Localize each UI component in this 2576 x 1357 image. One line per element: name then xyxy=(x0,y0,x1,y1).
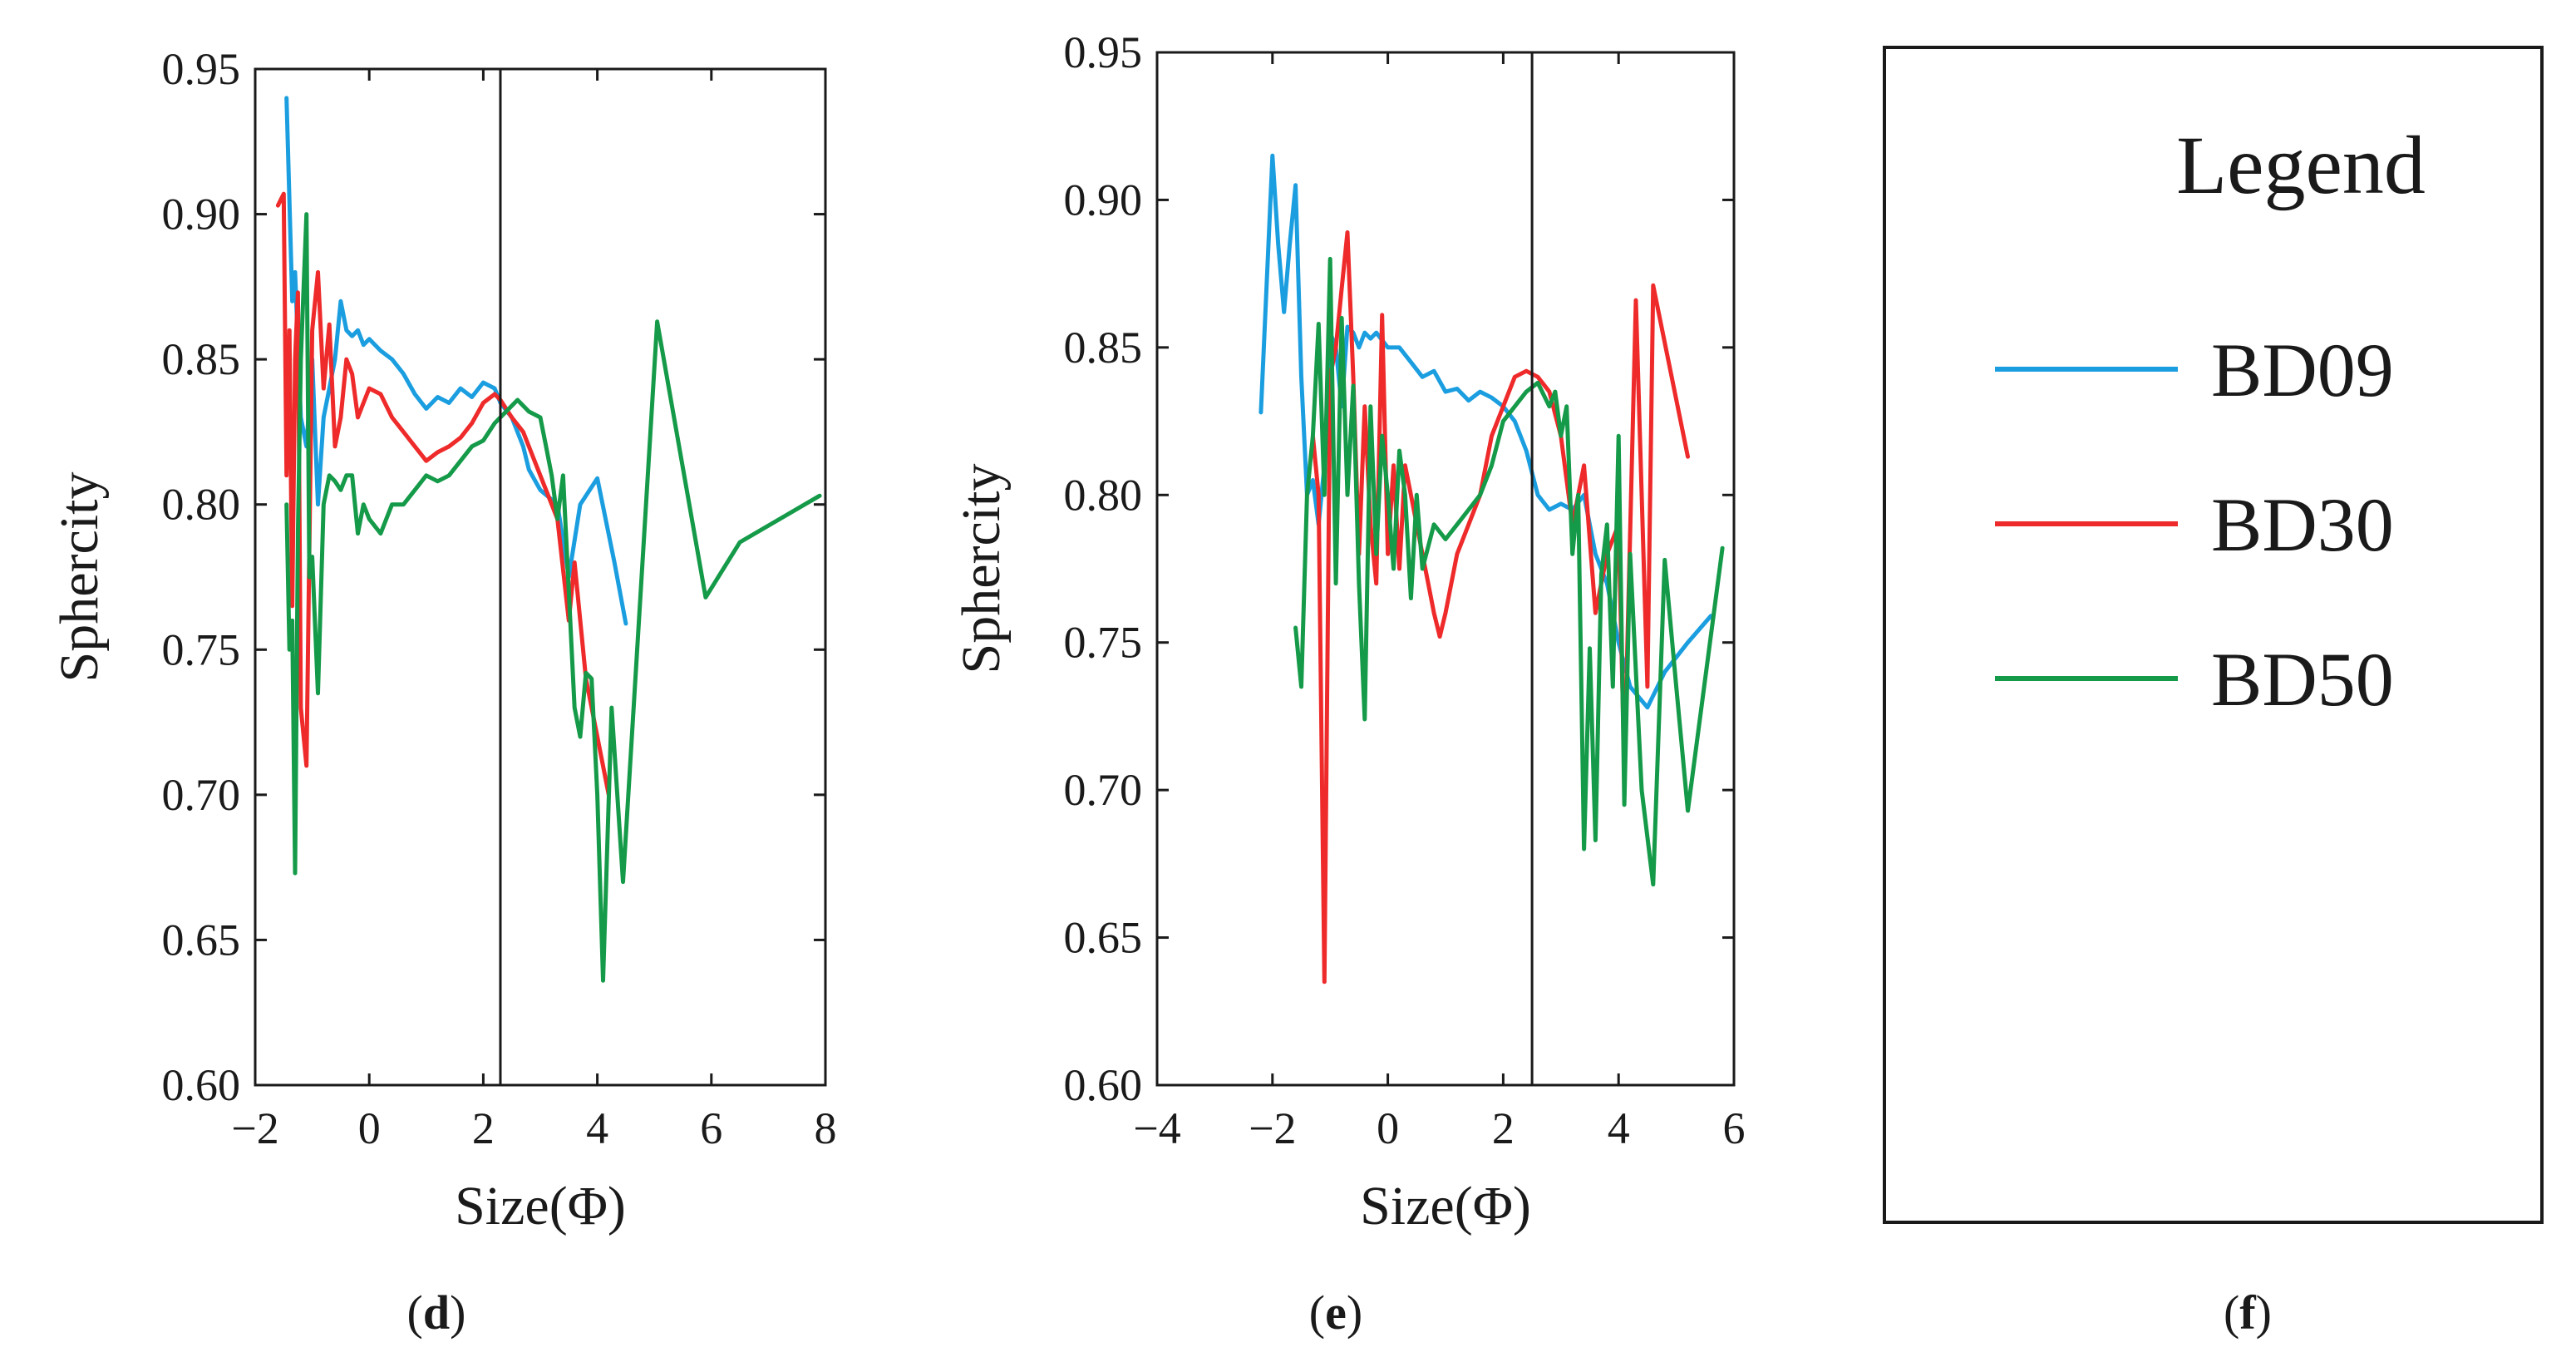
y-axis-title-e: Sphercity xyxy=(951,464,1012,674)
legend-label-bd30: BD30 xyxy=(2211,482,2394,567)
x-axis-title-e: Size(Φ) xyxy=(1360,1176,1531,1236)
ytick-label-e: 0.80 xyxy=(1064,470,1143,520)
panel-label-d: (d) xyxy=(407,1285,466,1340)
series-line-bd50-d xyxy=(284,212,822,983)
legend-label-bd50: BD50 xyxy=(2211,637,2394,722)
ytick-label-d: 0.80 xyxy=(162,480,241,530)
panel-letter-d: d xyxy=(423,1285,450,1340)
legend-box xyxy=(1883,46,2544,1224)
ytick-label-d: 0.95 xyxy=(162,44,241,94)
xtick-label-d: 6 xyxy=(700,1103,722,1153)
xtick-label-e: −4 xyxy=(1133,1103,1180,1153)
xtick-label-d: −2 xyxy=(231,1103,278,1153)
ytick-label-e: 0.90 xyxy=(1064,175,1143,225)
xtick-label-e: 2 xyxy=(1492,1103,1515,1153)
xtick-label-d: 2 xyxy=(472,1103,495,1153)
ytick-label-d: 0.65 xyxy=(162,915,241,965)
series-line-bd50-e xyxy=(1293,256,1725,887)
xtick-label-d: 0 xyxy=(358,1103,381,1153)
panel-label-e: (e) xyxy=(1309,1285,1362,1340)
xtick-label-e: 4 xyxy=(1608,1103,1630,1153)
xtick-label-d: 4 xyxy=(586,1103,608,1153)
y-axis-title-d: Sphercity xyxy=(49,472,110,683)
ytick-label-e: 0.60 xyxy=(1064,1060,1143,1110)
ytick-label-d: 0.90 xyxy=(162,190,241,239)
ytick-label-e: 0.65 xyxy=(1064,913,1143,963)
xtick-label-e: −2 xyxy=(1249,1103,1296,1153)
xtick-label-e: 0 xyxy=(1377,1103,1399,1153)
ytick-label-e: 0.70 xyxy=(1064,765,1143,815)
chart-panel-d: 0.60 0.65 0.70 0.75 0.80 0.85 0.90 0.95 −2 0 2 4 6 8 S… xyxy=(49,44,837,1340)
ytick-label-d: 0.70 xyxy=(162,770,241,820)
series-line-bd30-d xyxy=(275,191,611,797)
plot-frame-d xyxy=(254,67,827,1087)
xtick-label-d: 8 xyxy=(815,1103,837,1153)
plot-frame-e xyxy=(1155,51,1736,1087)
legend-panel: Legend BD09 BD30 BD50 (f) xyxy=(1883,46,2544,1340)
ytick-label-d: 0.85 xyxy=(162,334,241,384)
panel-letter-e: e xyxy=(1325,1285,1347,1340)
ytick-label-e: 0.75 xyxy=(1064,618,1143,668)
legend-title: Legend xyxy=(2176,119,2426,211)
chart-panel-e: 0.60 0.65 0.70 0.75 0.80 0.85 0.90 0.95 −4 −2 0 2 4 6… xyxy=(951,27,1746,1340)
panel-label-f: (f) xyxy=(2224,1285,2272,1340)
ytick-label-e: 0.85 xyxy=(1064,323,1143,373)
ytick-label-d: 0.75 xyxy=(162,624,241,674)
legend-label-bd09: BD09 xyxy=(2211,328,2394,412)
ytick-label-d: 0.60 xyxy=(162,1060,241,1110)
panel-letter-f: f xyxy=(2239,1285,2256,1340)
series-line-bd09-d xyxy=(284,96,628,626)
ytick-label-e: 0.95 xyxy=(1064,27,1143,77)
x-axis-title-d: Size(Φ) xyxy=(455,1176,626,1236)
xtick-label-e: 6 xyxy=(1723,1103,1746,1153)
